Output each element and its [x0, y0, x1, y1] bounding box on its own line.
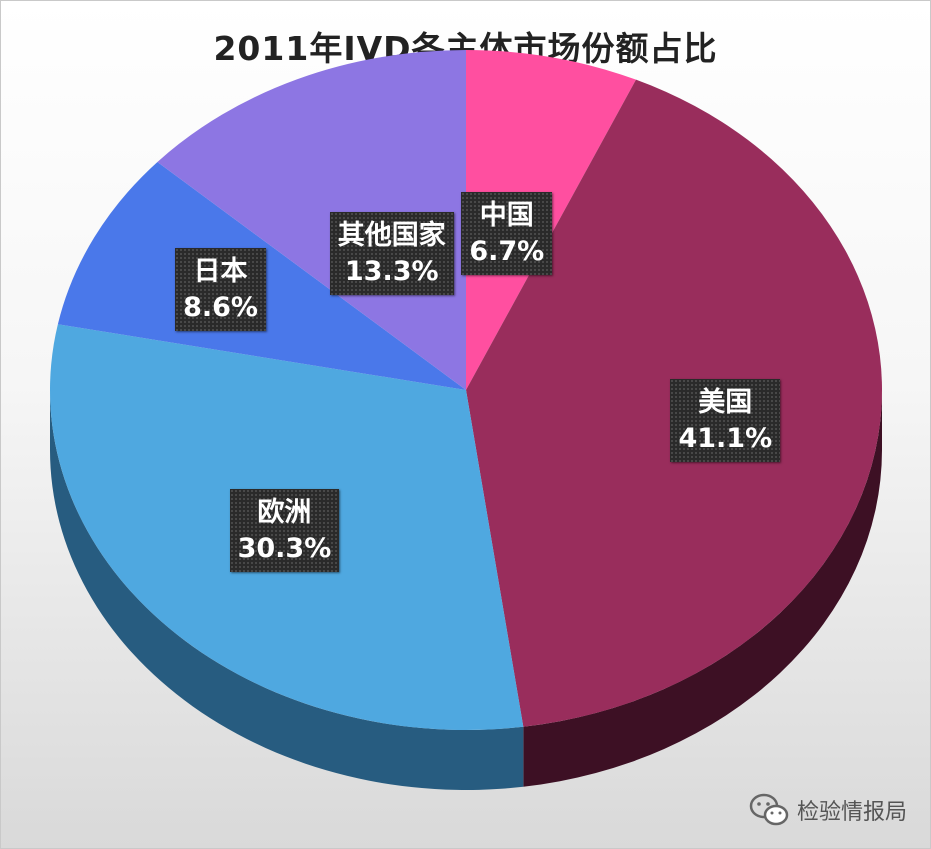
pie-sides [50, 390, 882, 790]
data-label-1: 美国 41.1% [670, 378, 781, 462]
data-label-4: 其他国家 13.3% [329, 211, 454, 295]
data-label-name: 中国 [479, 200, 534, 232]
data-label-2: 欧洲 30.3% [229, 488, 340, 572]
data-label-value: 13.3% [344, 255, 439, 287]
data-label-3: 日本 8.6% [175, 247, 266, 331]
pie-side-1 [523, 390, 882, 787]
pie-slice-4 [157, 50, 466, 390]
data-label-name: 美国 [698, 386, 753, 418]
data-label-value: 6.7% [469, 236, 545, 268]
data-label-value: 8.6% [183, 291, 258, 323]
data-label-name: 日本 [193, 255, 248, 287]
wechat-icon [749, 793, 789, 826]
data-label-value: 30.3% [237, 532, 332, 564]
data-label-name: 欧洲 [257, 496, 312, 528]
data-label-0: 中国 6.7% [461, 192, 553, 276]
data-label-name: 其他国家 [337, 219, 446, 251]
data-label-value: 41.1% [678, 422, 773, 454]
watermark: 检验情报局 [749, 793, 907, 827]
pie-side-2 [50, 390, 524, 790]
watermark-text: 检验情报局 [796, 800, 907, 825]
